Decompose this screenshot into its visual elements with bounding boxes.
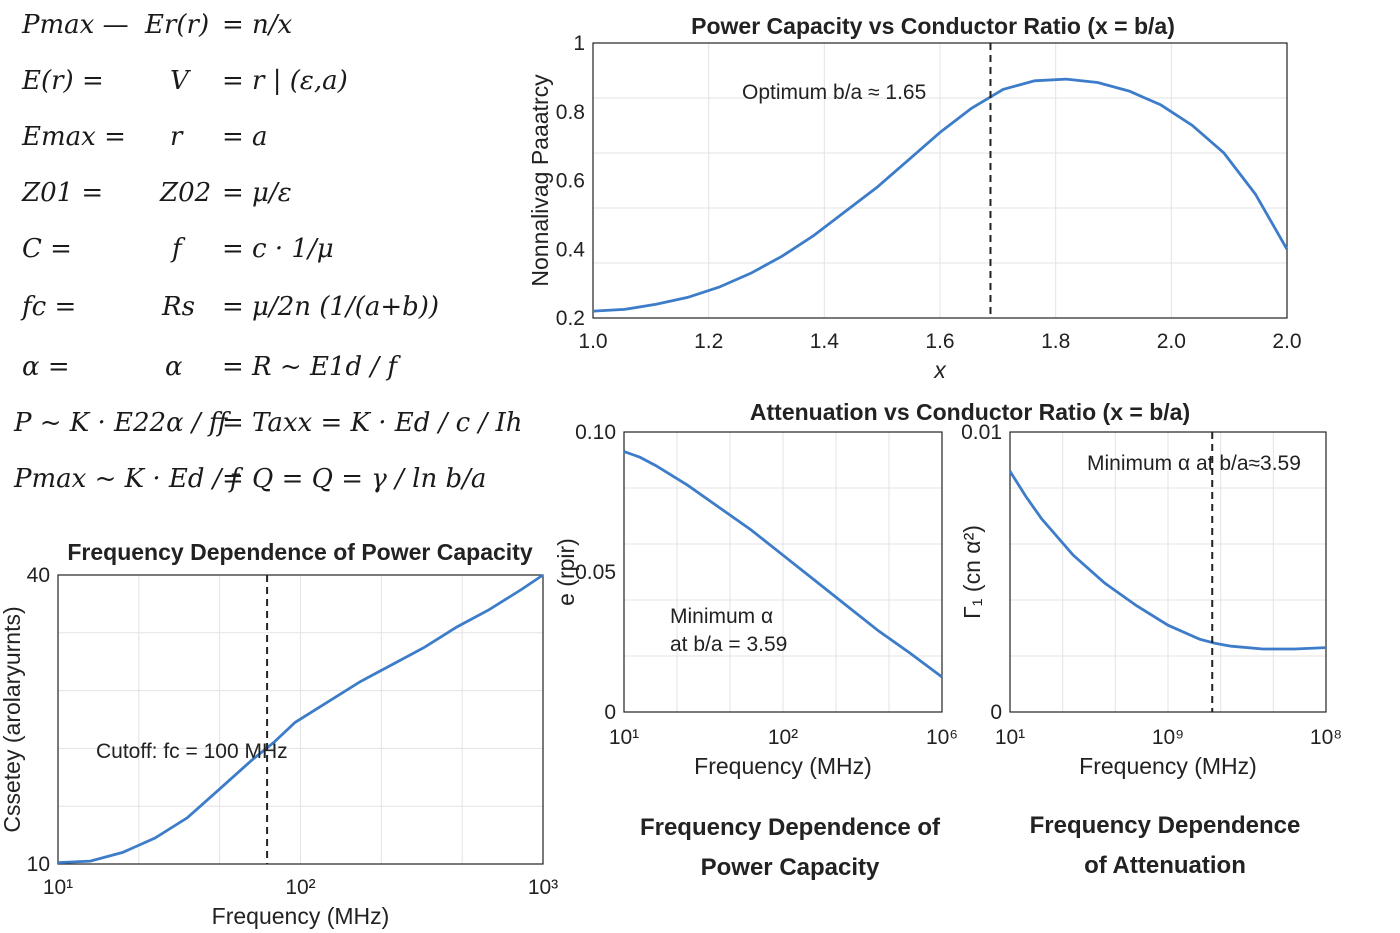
eq-right: = R ~ E1d / f: [222, 352, 398, 382]
chart-title: Power Capacity vs Conductor Ratio (x = b…: [691, 13, 1175, 39]
eq-mid: Rs: [162, 292, 195, 322]
chart-group: Attenuation vs Conductor Ratio (x = b/a)…: [553, 399, 1190, 779]
eq-mid: Z02: [160, 178, 212, 208]
eq-right: = n/x: [222, 10, 293, 40]
y-tick-label: 1: [573, 32, 585, 55]
y-tick-label: 0.10: [575, 421, 616, 444]
chart-title: Attenuation vs Conductor Ratio (x = b/a): [750, 399, 1190, 425]
x-tick-label: 10¹: [609, 726, 639, 749]
eq-left: C =: [22, 234, 72, 264]
annotation: Optimum b/a ≈ 1.65: [742, 81, 926, 104]
chart-group: Frequency Dependence of Power Capacity 10…: [0, 539, 558, 929]
eq-left: Z01 =: [22, 178, 104, 208]
x-tick-label: 1.6: [925, 330, 954, 353]
x-tick-label: 10¹: [995, 726, 1025, 749]
y-axis-label: e (rpir): [553, 538, 579, 606]
x-tick-label: 2.0: [1157, 330, 1186, 353]
caption-line: of Attenuation: [1084, 852, 1246, 879]
chart-group: Power Capacity vs Conductor Ratio (x = b…: [527, 13, 1302, 383]
eq-right: = Q = Q = γ / ln b/a: [222, 464, 487, 494]
eq-mid: Er(r): [145, 10, 210, 40]
y-tick-label: 0.8: [556, 101, 585, 124]
eq-mid: f: [172, 234, 182, 264]
annotation: Minimum α: [670, 605, 773, 628]
eq-left: Pmax —: [22, 10, 129, 40]
plot-frame: [592, 42, 1288, 319]
eq-mid: r: [170, 122, 183, 152]
y-axis-label: Γ₁ (cn α²): [959, 525, 985, 619]
x-axis-label: Frequency (MHz): [212, 903, 390, 929]
eq-right: = μ/ε: [222, 178, 292, 208]
eq-left: α =: [22, 352, 70, 382]
plot-frame: [1009, 431, 1327, 713]
eq-right: = μ/2n (1/(a+b)): [222, 292, 440, 322]
y-tick-label: 0.4: [556, 238, 586, 261]
annotation: at b/a = 3.59: [670, 633, 787, 656]
caption-middle: Frequency Dependence of Power Capacity: [600, 808, 980, 888]
eq-left: Emax =: [22, 122, 126, 152]
annotation: Cutoff: fc = 100 MHz: [96, 740, 288, 763]
y-tick-label: 10: [27, 853, 50, 876]
y-tick-label: 0.2: [556, 307, 585, 330]
y-tick-label: 0.01: [961, 421, 1002, 444]
y-tick-label: 40: [27, 564, 50, 587]
y-tick-label: 0.05: [575, 561, 616, 584]
x-tick-label: 10²: [768, 726, 798, 749]
eq-left: Pmax ~ K · Ed / f: [14, 464, 240, 494]
eq-mid: V: [170, 66, 189, 96]
x-axis-label: x: [933, 357, 947, 383]
eq-right: = a: [222, 122, 268, 152]
plot-frame: [57, 574, 544, 865]
x-tick-label: 10⁶: [926, 726, 958, 749]
eq-left: E(r) =: [22, 66, 104, 96]
y-tick-label: 0: [604, 701, 616, 724]
x-tick-label: 2.0: [1272, 330, 1301, 353]
caption-line: Power Capacity: [700, 854, 880, 881]
x-tick-label: 1.0: [578, 330, 607, 353]
x-tick-label: 1.4: [810, 330, 840, 353]
x-tick-label: 10¹: [43, 876, 73, 899]
series-line: [623, 450, 943, 679]
chart-title: Frequency Dependence of Power Capacity: [67, 539, 532, 565]
x-axis-label: Frequency (MHz): [1079, 753, 1257, 779]
y-tick-label: 0.6: [556, 170, 585, 193]
x-axis-label: Frequency (MHz): [694, 753, 872, 779]
eq-right: = Taxx = K · Ed / c / Ih: [222, 408, 523, 438]
eq-left: P ~ K · E22α / ff: [14, 408, 228, 438]
x-tick-label: 10⁹: [1152, 726, 1184, 749]
eq-right: = c · 1/μ: [222, 234, 334, 264]
chart-group: 10¹ 10⁹ 10⁸ 0 0.01 Frequency (MHz) Γ₁ (cn α²) M…: [959, 421, 1342, 779]
x-tick-label: 10²: [285, 876, 315, 899]
x-tick-label: 1.2: [694, 330, 723, 353]
y-axis-label: Nonnalivag Paaatrcy: [527, 74, 553, 287]
eq-left: fc =: [22, 292, 77, 322]
eq-right: = r | (ε,a): [222, 66, 348, 96]
x-tick-label: 10⁸: [1310, 726, 1342, 749]
caption-right: Frequency Dependence of Attenuation: [990, 806, 1340, 886]
x-tick-label: 1.8: [1041, 330, 1070, 353]
annotation: Minimum α at b/a≈3.59: [1087, 452, 1301, 475]
eq-mid: α: [165, 352, 183, 382]
caption-line: Frequency Dependence of: [639, 814, 941, 841]
y-tick-label: 0: [990, 701, 1002, 724]
caption-line: Frequency Dependence: [1029, 812, 1301, 839]
x-tick-label: 10³: [528, 876, 558, 899]
y-axis-label: Cssetey (arolaryurnts): [0, 606, 25, 832]
plot-frame: [623, 431, 943, 713]
